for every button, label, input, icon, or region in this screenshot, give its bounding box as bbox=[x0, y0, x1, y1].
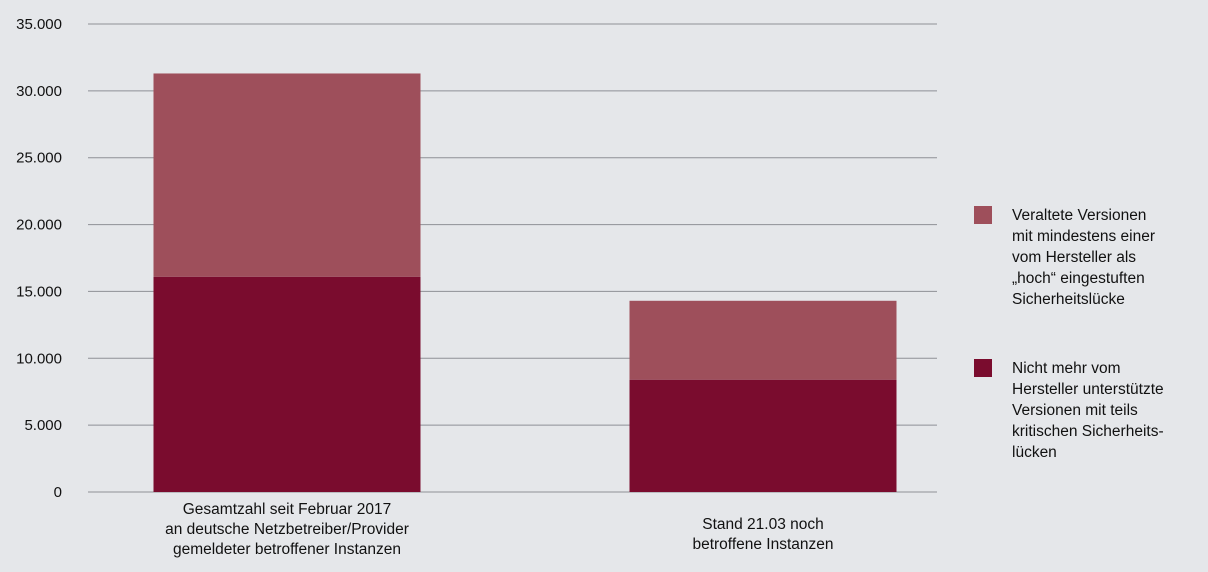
legend-item-unsupported: Nicht mehr vom Hersteller unterstützte V… bbox=[974, 358, 1208, 463]
bar-segment bbox=[153, 276, 421, 492]
x-category-label: Gesamtzahl seit Februar 2017 an deutsche … bbox=[165, 501, 409, 558]
legend-swatch-unsupported bbox=[974, 359, 992, 377]
x-category-label: Stand 21.03 noch betroffene Instanzen bbox=[692, 516, 833, 553]
bar-segment bbox=[629, 379, 897, 492]
y-tick-label: 0 bbox=[54, 484, 62, 501]
legend: Veraltete Versionen mit mindestens einer… bbox=[974, 205, 1208, 511]
bar-segment bbox=[629, 300, 897, 380]
legend-label-outdated: Veraltete Versionen mit mindestens einer… bbox=[1012, 207, 1156, 308]
legend-item-outdated: Veraltete Versionen mit mindestens einer… bbox=[974, 205, 1208, 310]
y-tick-label: 20.000 bbox=[16, 217, 62, 234]
legend-label-unsupported: Nicht mehr vom Hersteller unterstützte V… bbox=[1012, 360, 1164, 461]
y-tick-label: 35.000 bbox=[16, 16, 62, 33]
y-tick-label: 5.000 bbox=[24, 417, 62, 434]
y-tick-label: 15.000 bbox=[16, 283, 62, 300]
y-tick-label: 25.000 bbox=[16, 150, 62, 167]
bar-segment bbox=[153, 73, 421, 277]
y-tick-label: 30.000 bbox=[16, 83, 62, 100]
legend-swatch-outdated bbox=[974, 206, 992, 224]
y-tick-label: 10.000 bbox=[16, 350, 62, 367]
